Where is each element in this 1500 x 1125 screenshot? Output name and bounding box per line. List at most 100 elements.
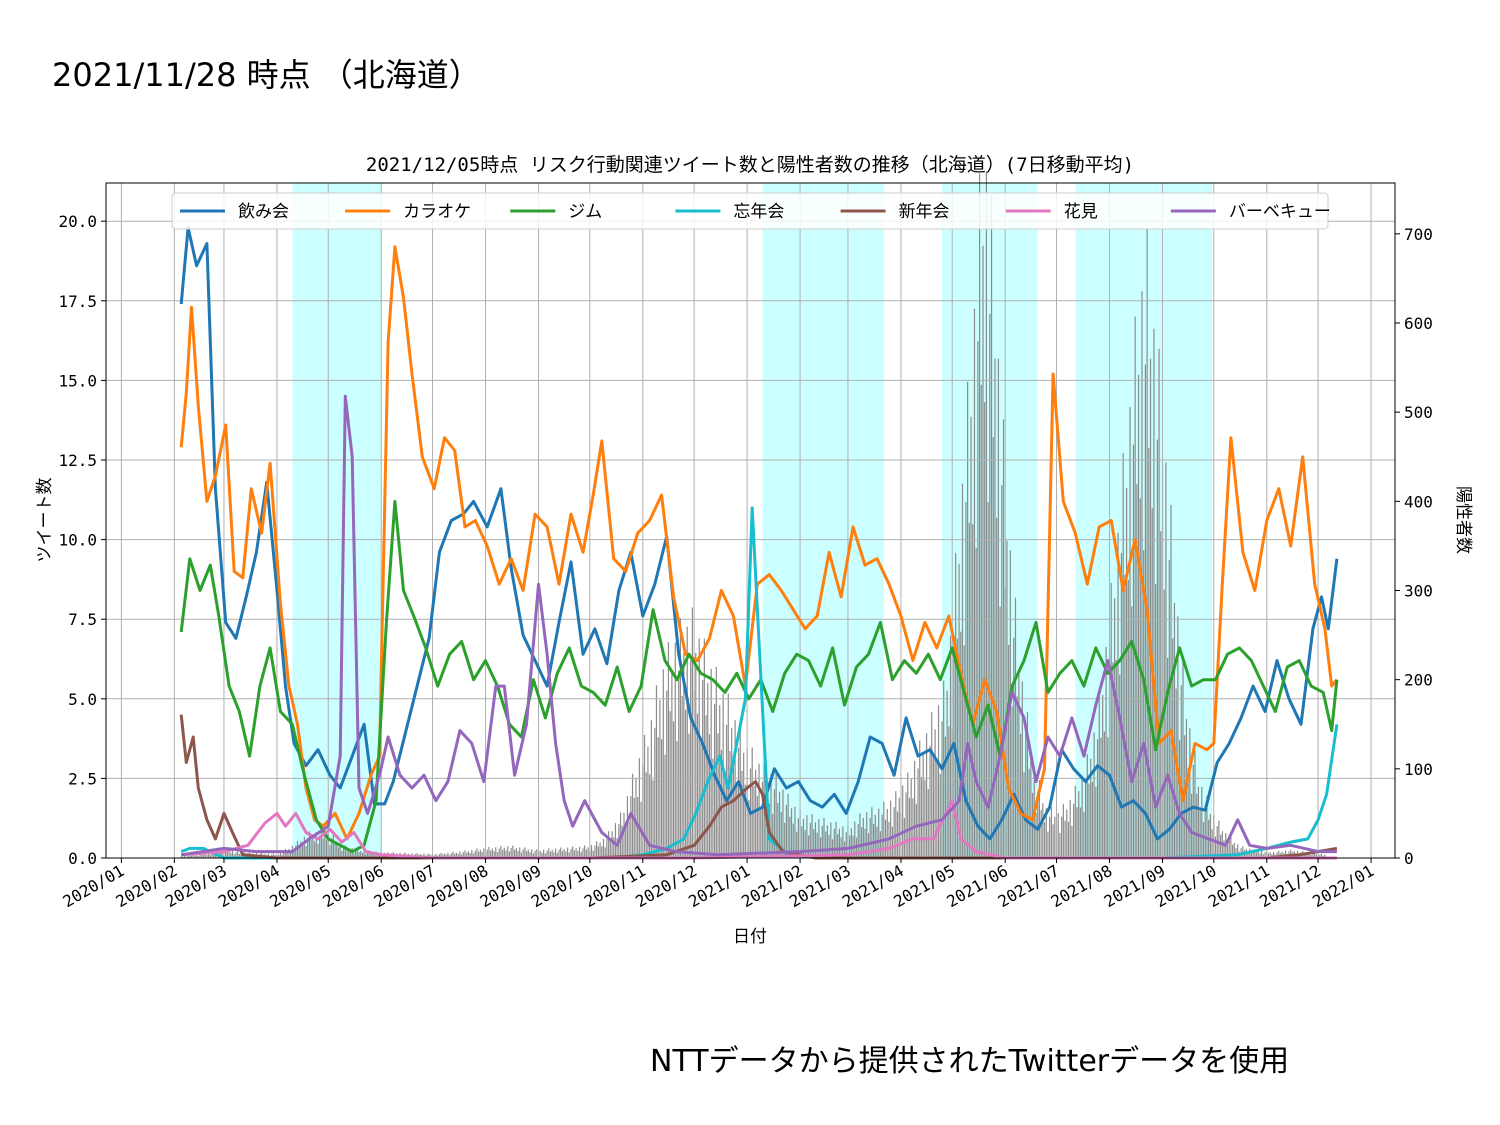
cases-bar: [801, 826, 803, 858]
cases-bar: [643, 734, 646, 858]
cases-bar: [1114, 598, 1116, 858]
cases-bar: [686, 626, 688, 858]
cases-bar: [725, 724, 728, 858]
cases-bar: [630, 796, 632, 858]
cases-bar: [922, 753, 924, 858]
cases-bar: [1226, 845, 1229, 858]
y-tick-label: 20.0: [58, 212, 97, 231]
cases-bar: [187, 855, 189, 858]
cases-bar: [871, 807, 873, 858]
cases-bar: [1091, 781, 1094, 858]
cases-bar: [443, 853, 446, 858]
cases-bar: [1081, 775, 1083, 858]
y-tick-label: 5.0: [68, 690, 97, 709]
cases-bar: [722, 693, 724, 858]
cases-bar: [1230, 836, 1232, 858]
cases-bar: [225, 847, 227, 858]
cases-bar: [308, 831, 311, 858]
cases-bar: [956, 638, 958, 858]
cases-bar: [1126, 487, 1128, 858]
cases-bar: [310, 839, 312, 858]
cases-bar: [719, 705, 721, 858]
cases-bar: [1156, 439, 1158, 858]
cases-bar: [898, 797, 900, 858]
cases-bar: [1028, 768, 1030, 858]
cases-bar: [536, 849, 538, 858]
cases-bar: [621, 825, 623, 858]
cases-bar: [486, 849, 488, 858]
cases-bar: [544, 853, 546, 858]
cases-bar: [543, 849, 545, 858]
cases-bar: [1021, 681, 1023, 858]
cases-bar: [556, 852, 558, 858]
cases-bar: [797, 818, 799, 858]
cases-bar: [869, 818, 871, 858]
cases-bar: [505, 850, 507, 858]
cases-bar: [878, 808, 880, 858]
y-tick-label: 0.0: [68, 849, 97, 868]
cases-bar: [925, 733, 928, 858]
cases-bar: [315, 831, 317, 858]
cases-bar: [279, 852, 281, 858]
cases-bar: [1047, 831, 1049, 858]
cases-bar: [464, 850, 466, 858]
cases-bar: [1084, 781, 1087, 858]
cases-bar: [796, 831, 798, 858]
cases-bar: [970, 416, 972, 858]
cases-bar: [920, 776, 923, 858]
cases-bar: [978, 173, 981, 859]
cases-bar: [647, 746, 649, 858]
cases-bar: [531, 849, 533, 858]
cases-bar: [1136, 484, 1138, 858]
cases-bar: [662, 669, 664, 858]
cases-bar: [613, 837, 615, 858]
cases-bar: [830, 822, 832, 858]
cases-bar: [495, 847, 497, 858]
cases-bar: [452, 851, 454, 858]
cases-bar: [990, 194, 993, 859]
cases-bar: [1013, 637, 1015, 858]
cases-bar: [594, 845, 596, 858]
cases-bar: [828, 834, 830, 858]
cases-bar: [549, 851, 552, 858]
cases-bar: [445, 854, 447, 858]
cases-bar: [955, 553, 957, 858]
series-line: [179, 499, 1339, 854]
cases-bar: [773, 789, 776, 858]
cases-bar: [717, 733, 719, 858]
cases-bar: [312, 835, 314, 858]
cases-bar: [826, 825, 829, 858]
cases-bar: [1098, 692, 1100, 858]
cases-bar: [886, 808, 888, 858]
cases-bar: [977, 341, 979, 858]
cases-bar: [471, 849, 473, 858]
cases-bar: [1165, 462, 1167, 858]
legend-label: ジム: [568, 202, 602, 222]
cases-bar: [332, 834, 334, 858]
cases-bar: [272, 853, 275, 858]
cases-bar: [984, 402, 986, 858]
cases-bar: [1247, 851, 1249, 858]
cases-bar: [1127, 579, 1129, 858]
cases-bar: [857, 824, 859, 858]
cases-bar: [592, 850, 594, 858]
cases-bar: [348, 848, 350, 858]
y-tick-label: 12.5: [58, 451, 97, 470]
cases-bar: [924, 780, 926, 858]
cases-bar: [575, 848, 577, 858]
cases-bar: [1008, 644, 1010, 858]
cases-bar: [298, 845, 300, 858]
cases-bar: [811, 814, 813, 858]
cases-bar: [1050, 806, 1052, 858]
cases-bar: [238, 853, 240, 858]
cases-bar: [1134, 316, 1136, 858]
cases-bar: [440, 852, 442, 858]
cases-bar: [775, 772, 777, 858]
cases-bar: [1073, 803, 1075, 858]
legend-label: カラオケ: [403, 202, 471, 222]
cases-bar: [1204, 805, 1206, 858]
cases-bar: [1054, 816, 1056, 858]
cases-bar: [960, 631, 962, 858]
cases-bar: [683, 652, 685, 858]
cases-bar: [317, 843, 319, 858]
